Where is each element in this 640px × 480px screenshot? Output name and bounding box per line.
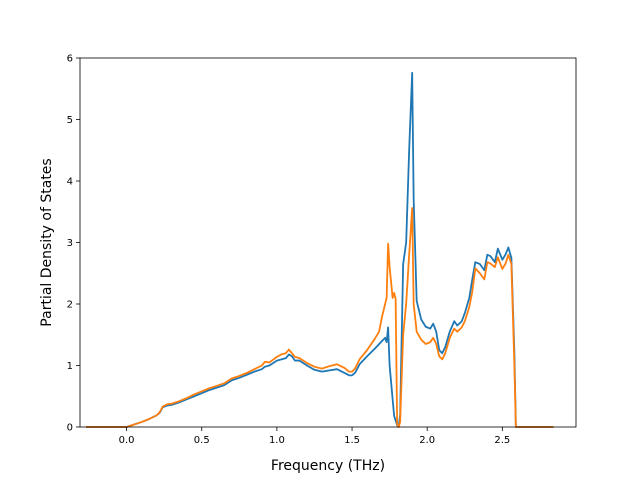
plot-area <box>80 58 576 427</box>
series-line-1 <box>86 71 554 428</box>
y-tick-label: 4 <box>67 177 73 188</box>
x-tick-label: 2.0 <box>419 435 435 446</box>
y-tick-label: 2 <box>67 300 73 311</box>
y-tick-label: 6 <box>67 54 73 65</box>
x-axis-ticks: 0.0 0.5 1.0 1.5 2.0 2.5 <box>119 427 510 446</box>
y-axis-label: Partial Density of States <box>39 158 55 326</box>
x-tick-label: 1.5 <box>344 435 360 446</box>
x-tick-label: 1.0 <box>269 435 285 446</box>
y-tick-label: 1 <box>67 361 73 372</box>
series-line-2 <box>86 207 554 428</box>
y-tick-label: 5 <box>67 115 73 126</box>
x-axis-label: Frequency (THz) <box>271 458 385 474</box>
x-tick-label: 2.5 <box>494 435 510 446</box>
x-tick-label: 0.0 <box>119 435 135 446</box>
y-axis-ticks: 0 1 2 3 4 5 6 <box>67 54 80 434</box>
x-tick-label: 0.5 <box>194 435 210 446</box>
y-tick-label: 3 <box>67 238 73 249</box>
y-tick-label: 0 <box>67 423 73 434</box>
series-layer <box>86 71 554 428</box>
